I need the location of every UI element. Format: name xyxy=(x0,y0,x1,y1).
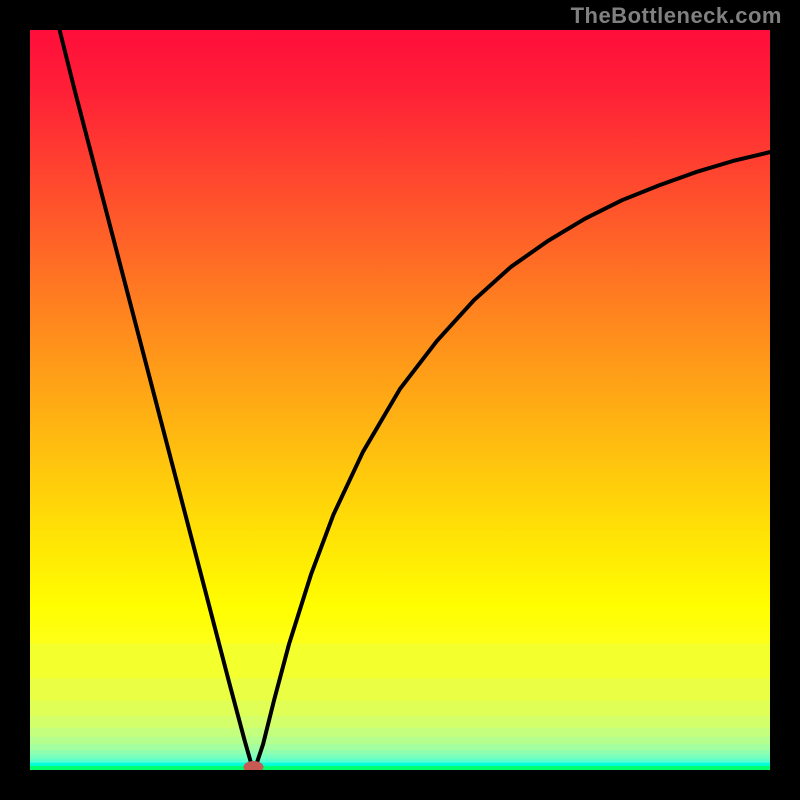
chart-frame: TheBottleneck.com xyxy=(0,0,800,800)
plot-area xyxy=(30,30,770,770)
chart-svg xyxy=(30,30,770,770)
watermark-text: TheBottleneck.com xyxy=(571,3,782,29)
chart-background xyxy=(30,30,770,770)
